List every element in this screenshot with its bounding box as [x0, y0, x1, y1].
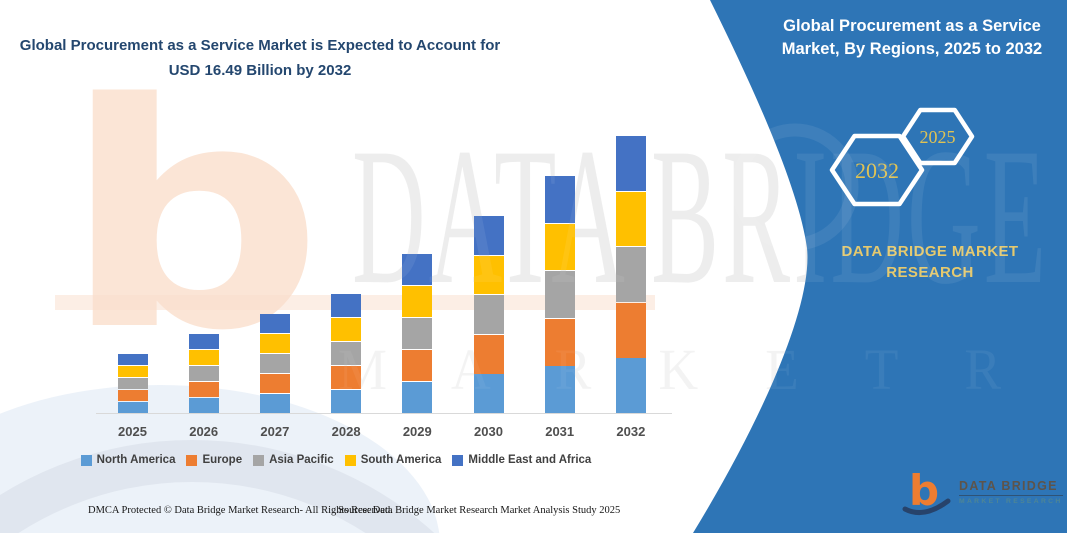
chart-title: Global Procurement as a Service Market i… [5, 34, 515, 84]
logo-swoosh [902, 498, 951, 516]
bar-segment-south-america [402, 286, 433, 318]
legend-item-asia-pacific: Asia Pacific [253, 454, 334, 466]
hexagon-2032 [829, 133, 925, 207]
bar-segment-middle-east-and-africa [544, 175, 575, 223]
badge-end-year: 2032 [855, 158, 899, 183]
legend-marker [452, 454, 464, 466]
x-tick-2027: 2027 [260, 424, 290, 439]
legend: North America Europe Asia Pacific South Ame… [26, 454, 646, 466]
bar-segment-europe [544, 318, 575, 366]
bar-segment-middle-east-and-africa [188, 333, 219, 350]
legend-label: Europe [202, 454, 243, 466]
brand-heading: DATA BRIDGE MARKET RESEARCH [790, 241, 1067, 283]
bar-segment-north-america [615, 358, 646, 414]
legend-label: North America [96, 454, 176, 466]
bar-segment-asia-pacific [544, 271, 575, 318]
legend-marker [344, 454, 356, 466]
bar-segment-south-america [544, 223, 575, 271]
legend-label: Middle East and Africa [468, 454, 592, 466]
x-tick-2032: 2032 [616, 424, 646, 439]
bar-segment-europe [615, 302, 646, 358]
legend-label: Asia Pacific [269, 454, 334, 466]
legend-label: South America [360, 454, 442, 466]
bar-segment-middle-east-and-africa [473, 215, 504, 255]
bar-segment-asia-pacific [188, 365, 219, 382]
panel-shape [693, 0, 1067, 533]
chart-title-line2: USD 16.49 Billion by 2032 [168, 61, 352, 79]
brand-heading-line1: DATA BRIDGE MARKET [841, 243, 1019, 260]
bar-segment-asia-pacific [615, 247, 646, 302]
bar-segment-north-america [259, 394, 290, 414]
panel-watermark-ring [731, 123, 859, 251]
company-logo-mark: b [902, 468, 951, 516]
bar-segment-middle-east-and-africa [259, 314, 290, 334]
bar-segment-south-america [473, 255, 504, 295]
bar-segment-europe [331, 366, 362, 390]
bar-segment-south-america [259, 334, 290, 354]
hexagon-2025 [900, 107, 975, 166]
bar-segment-europe [188, 382, 219, 398]
bar-segment-north-america [544, 366, 575, 414]
legend-item-south-america: South America [344, 454, 442, 466]
bar-segment-europe [259, 374, 290, 394]
company-logo-text: DATA BRIDGE MARKET RESEARCH [959, 479, 1063, 505]
company-logo: b DATA BRIDGE MARKET RESEARCH [902, 468, 1063, 516]
logo-title: DATA BRIDGE [959, 479, 1058, 493]
bar-segment-north-america [473, 374, 504, 414]
bar-segment-asia-pacific [473, 295, 504, 334]
x-axis-line [96, 413, 672, 414]
bar-segment-asia-pacific [331, 342, 362, 366]
legend-marker [80, 454, 92, 466]
footer-copyright: DMCA Protected © Data Bridge Market Rese… [88, 505, 393, 516]
bar-segment-asia-pacific [117, 378, 148, 390]
blue-side-panel: 2032 2025 [693, 0, 1067, 533]
bar-segment-europe [117, 390, 148, 402]
legend-item-europe: Europe [186, 454, 242, 466]
x-tick-2029: 2029 [402, 424, 432, 439]
badge-start-year: 2025 [920, 127, 956, 147]
bar-segment-middle-east-and-africa [615, 136, 646, 191]
chart-title-line1: Global Procurement as a Service Market i… [19, 37, 501, 54]
bar-segment-middle-east-and-africa [331, 294, 362, 318]
bar-segment-europe [402, 350, 433, 382]
bar-segment-north-america [402, 382, 433, 414]
legend-item-middle-east-and-africa: Middle East and Africa [452, 454, 591, 466]
bar-segment-middle-east-and-africa [117, 354, 148, 366]
bar-segment-asia-pacific [402, 318, 433, 350]
brand-heading-line2: RESEARCH [886, 264, 974, 281]
bar-segment-europe [473, 334, 504, 374]
bar-segment-middle-east-and-africa [402, 254, 433, 286]
legend-marker [186, 454, 198, 466]
x-tick-2030: 2030 [474, 424, 503, 439]
x-tick-2031: 2031 [545, 424, 575, 439]
bar-segment-north-america [188, 398, 219, 414]
x-tick-2026: 2026 [189, 424, 219, 439]
legend-marker [253, 454, 265, 466]
bar-segment-north-america [331, 390, 362, 414]
bar-segment-asia-pacific [259, 354, 290, 374]
x-tick-2025: 2025 [118, 424, 147, 439]
legend-item-north-america: North America [80, 454, 176, 466]
x-tick-2028: 2028 [331, 424, 361, 439]
bar-segment-south-america [117, 366, 148, 378]
logo-subtitle: MARKET RESEARCH [959, 495, 1063, 505]
bar-segment-south-america [331, 318, 362, 342]
bar-segment-north-america [117, 402, 148, 414]
bar-segment-south-america [188, 349, 219, 366]
footer-source: Source: Data Bridge Market Research Mark… [338, 505, 621, 516]
panel-heading: Global Procurement as a Service Market, … [781, 17, 1043, 59]
bar-segment-south-america [615, 191, 646, 247]
